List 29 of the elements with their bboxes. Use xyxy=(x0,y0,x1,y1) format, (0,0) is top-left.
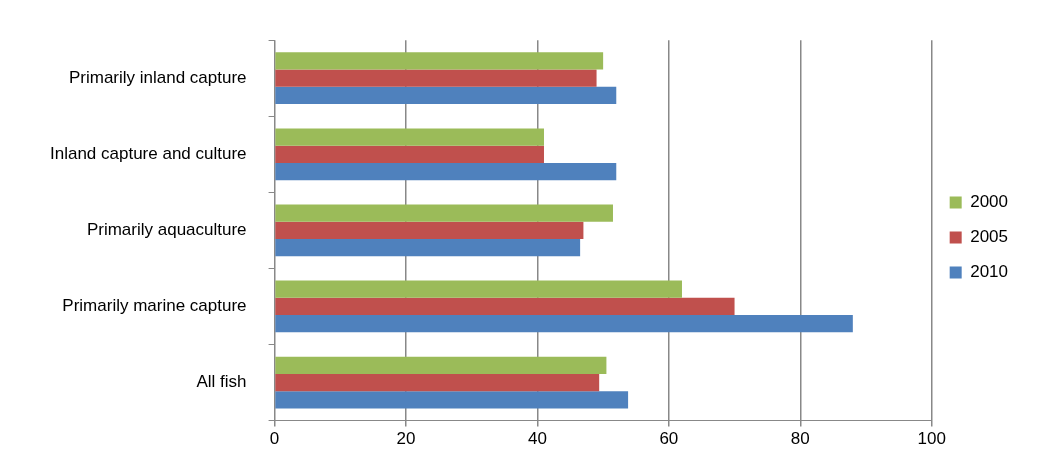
legend-label: 2010 xyxy=(970,262,1009,282)
bar xyxy=(275,52,604,70)
bar xyxy=(275,69,597,87)
bar xyxy=(275,280,682,298)
bar xyxy=(275,391,629,409)
bar xyxy=(275,145,544,163)
y-tick-label: Inland capture and culture xyxy=(49,144,247,164)
x-tick-label: 20 xyxy=(396,429,416,449)
x-tick-label: 40 xyxy=(527,429,547,449)
bar xyxy=(275,373,600,392)
y-tick-label: Primarily inland capture xyxy=(68,67,247,87)
bar xyxy=(275,315,853,333)
bar xyxy=(275,297,735,316)
x-tick-label: 80 xyxy=(790,429,810,449)
legend-label: 2005 xyxy=(970,227,1009,247)
x-tick-label: 0 xyxy=(269,429,280,449)
bar xyxy=(275,239,581,257)
y-tick-label: Primarily marine capture xyxy=(62,296,247,316)
bar xyxy=(275,86,617,105)
bar xyxy=(275,356,607,374)
legend-label: 2000 xyxy=(970,192,1009,212)
y-tick-label: Primarily aquaculture xyxy=(86,220,247,240)
bar xyxy=(275,128,544,146)
bar xyxy=(275,221,584,240)
bar xyxy=(275,162,617,181)
x-tick-label: 60 xyxy=(659,429,679,449)
bar xyxy=(275,204,613,222)
x-tick-label: 100 xyxy=(917,429,946,449)
y-tick-label: All fish xyxy=(196,372,247,392)
